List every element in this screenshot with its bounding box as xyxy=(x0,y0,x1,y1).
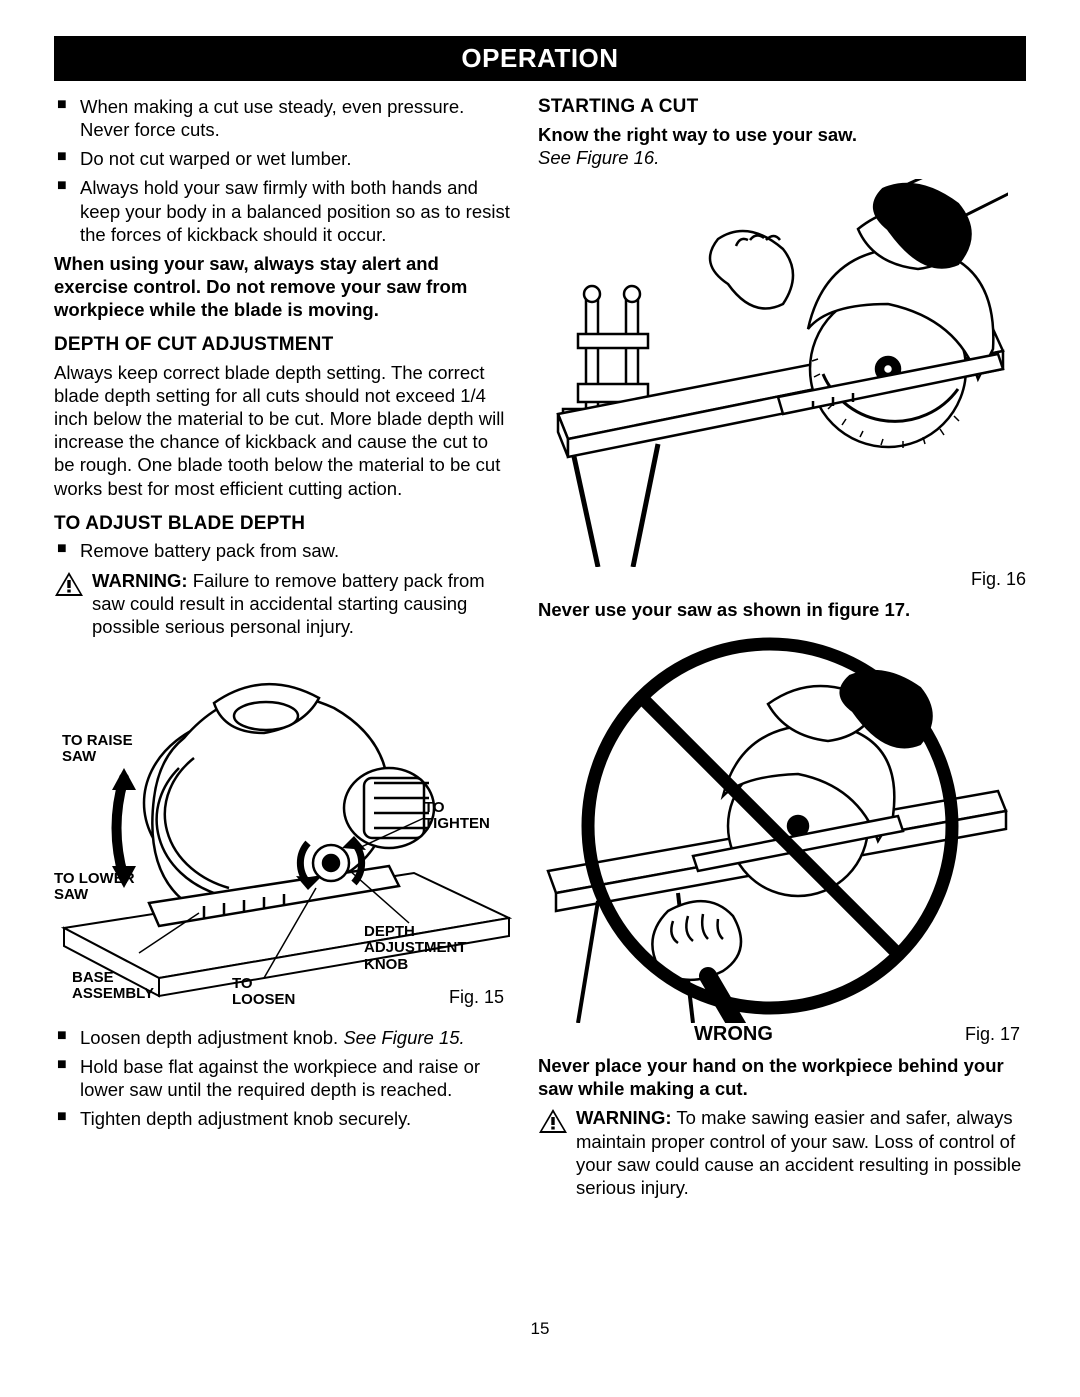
figure-16: Fig. 16 xyxy=(538,179,1026,590)
label-to-raise: TO RAISE SAW xyxy=(62,733,133,766)
heading-starting-cut: STARTING A CUT xyxy=(538,95,1026,119)
warning-block-2: WARNING: To make sawing easier and safer… xyxy=(538,1106,1026,1199)
alert-paragraph: When using your saw, always stay alert a… xyxy=(54,252,512,321)
list-item: Always hold your saw firmly with both ha… xyxy=(54,176,512,245)
fig16-caption: Fig. 16 xyxy=(538,569,1026,590)
section-header: OPERATION xyxy=(54,36,1026,81)
list-item: Loosen depth adjustment knob. See Figure… xyxy=(54,1026,512,1049)
list-item: Tighten depth adjustment knob securely. xyxy=(54,1107,512,1130)
two-column-layout: When making a cut use steady, even press… xyxy=(54,95,1026,1209)
section-title: OPERATION xyxy=(461,43,618,73)
label-depth-knob: DEPTH ADJUSTMENT KNOB xyxy=(364,924,467,974)
list-item: Remove battery pack from saw. xyxy=(54,539,512,562)
depth-paragraph: Always keep correct blade depth setting.… xyxy=(54,361,512,500)
text: Loosen depth adjustment knob. xyxy=(80,1027,343,1048)
warning-label: WARNING: xyxy=(92,570,188,591)
never-fig17-line: Never use your saw as shown in figure 17… xyxy=(538,598,1026,621)
fig17-caption: Fig. 17 xyxy=(965,1024,1020,1045)
know-line: Know the right way to use your saw. See … xyxy=(538,123,1026,169)
correct-cut-diagram xyxy=(538,179,1008,567)
fig15-caption: Fig. 15 xyxy=(449,987,504,1008)
text-italic: See Figure 15. xyxy=(343,1027,464,1048)
manual-page: OPERATION When making a cut use steady, … xyxy=(0,0,1080,1369)
warning-text: WARNING: Failure to remove battery pack … xyxy=(92,569,512,638)
warning-block-1: WARNING: Failure to remove battery pack … xyxy=(54,569,512,638)
label-to-loosen: TO LOOSEN xyxy=(232,976,295,1009)
warning-triangle-icon xyxy=(54,571,84,597)
heading-adjust-blade: TO ADJUST BLADE DEPTH xyxy=(54,512,512,536)
fig17-caption-row: WRONG Fig. 17 xyxy=(538,1023,1026,1046)
wrong-label: WRONG xyxy=(694,1023,773,1046)
text-italic: See Figure 16. xyxy=(538,147,659,168)
page-number: 15 xyxy=(54,1319,1026,1339)
adjust-bullets-post: Loosen depth adjustment knob. See Figure… xyxy=(54,1026,512,1131)
left-column: When making a cut use steady, even press… xyxy=(54,95,512,1209)
wrong-cut-diagram xyxy=(538,631,1008,1023)
heading-depth-of-cut: DEPTH OF CUT ADJUSTMENT xyxy=(54,333,512,357)
warning-text: WARNING: To make sawing easier and safer… xyxy=(576,1106,1026,1199)
label-to-lower: TO LOWER SAW xyxy=(54,871,135,904)
warning-label: WARNING: xyxy=(576,1107,672,1128)
safety-bullets: When making a cut use steady, even press… xyxy=(54,95,512,246)
label-base-assembly: BASE ASSEMBLY xyxy=(72,970,154,1003)
text-bold: Know the right way to use your saw. xyxy=(538,124,857,145)
right-column: STARTING A CUT Know the right way to use… xyxy=(538,95,1026,1209)
list-item: Hold base flat against the workpiece and… xyxy=(54,1055,512,1101)
label-to-tighten: TO TIGHTEN xyxy=(424,800,490,833)
never-hand-line: Never place your hand on the workpiece b… xyxy=(538,1054,1026,1100)
warning-triangle-icon xyxy=(538,1108,568,1134)
adjust-bullets-pre: Remove battery pack from saw. xyxy=(54,539,512,562)
list-item: When making a cut use steady, even press… xyxy=(54,95,512,141)
list-item: Do not cut warped or wet lumber. xyxy=(54,147,512,170)
figure-17: WRONG Fig. 17 xyxy=(538,631,1026,1046)
figure-15: TO RAISE SAW TO LOWER SAW TO TIGHTEN DEP… xyxy=(54,648,512,1018)
